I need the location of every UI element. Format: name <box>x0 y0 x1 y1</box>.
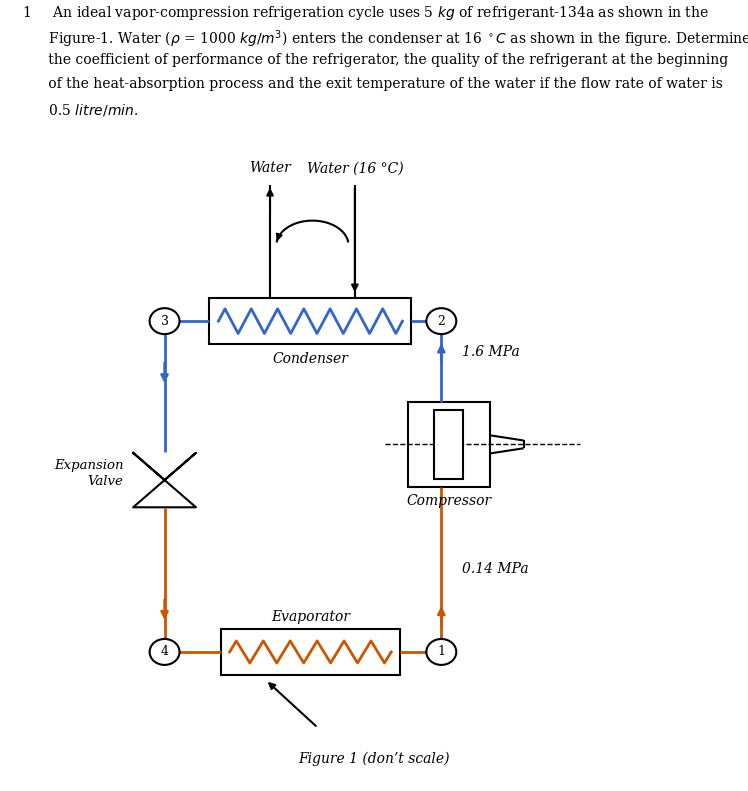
Text: of the heat-absorption process and the exit temperature of the water if the flow: of the heat-absorption process and the e… <box>22 78 723 91</box>
Text: Figure-1. Water ($\rho$ = 1000 $\it{kg/m^3}$) enters the condenser at 16 $^\circ: Figure-1. Water ($\rho$ = 1000 $\it{kg/m… <box>22 28 748 50</box>
Bar <box>434 410 463 479</box>
Text: Condenser: Condenser <box>272 352 349 365</box>
Bar <box>209 298 411 344</box>
Text: Expansion
Valve: Expansion Valve <box>54 459 123 488</box>
Text: Water (16 °C): Water (16 °C) <box>307 161 403 175</box>
Circle shape <box>426 639 456 665</box>
Text: Evaporator: Evaporator <box>271 610 350 624</box>
Bar <box>408 402 490 486</box>
Text: Compressor: Compressor <box>406 494 491 509</box>
Text: Water: Water <box>249 161 291 175</box>
Text: 1.6 MPa: 1.6 MPa <box>462 345 520 359</box>
Text: 2: 2 <box>438 315 445 327</box>
Text: 1     An ideal vapor-compression refrigeration cycle uses 5 $\it{kg}$ of refrige: 1 An ideal vapor-compression refrigerati… <box>22 4 710 21</box>
Circle shape <box>426 308 456 334</box>
Circle shape <box>150 308 180 334</box>
Text: the coefficient of performance of the refrigerator, the quality of the refrigera: the coefficient of performance of the re… <box>22 53 729 66</box>
Circle shape <box>150 639 180 665</box>
Bar <box>221 630 400 675</box>
Text: 0.14 MPa: 0.14 MPa <box>462 562 529 576</box>
Text: 0.5 $\it{litre/min}$.: 0.5 $\it{litre/min}$. <box>22 102 138 118</box>
Text: 3: 3 <box>161 315 168 327</box>
Text: 1: 1 <box>438 645 445 658</box>
Text: 4: 4 <box>161 645 168 658</box>
Text: Figure 1 (don’t scale): Figure 1 (don’t scale) <box>298 751 450 766</box>
